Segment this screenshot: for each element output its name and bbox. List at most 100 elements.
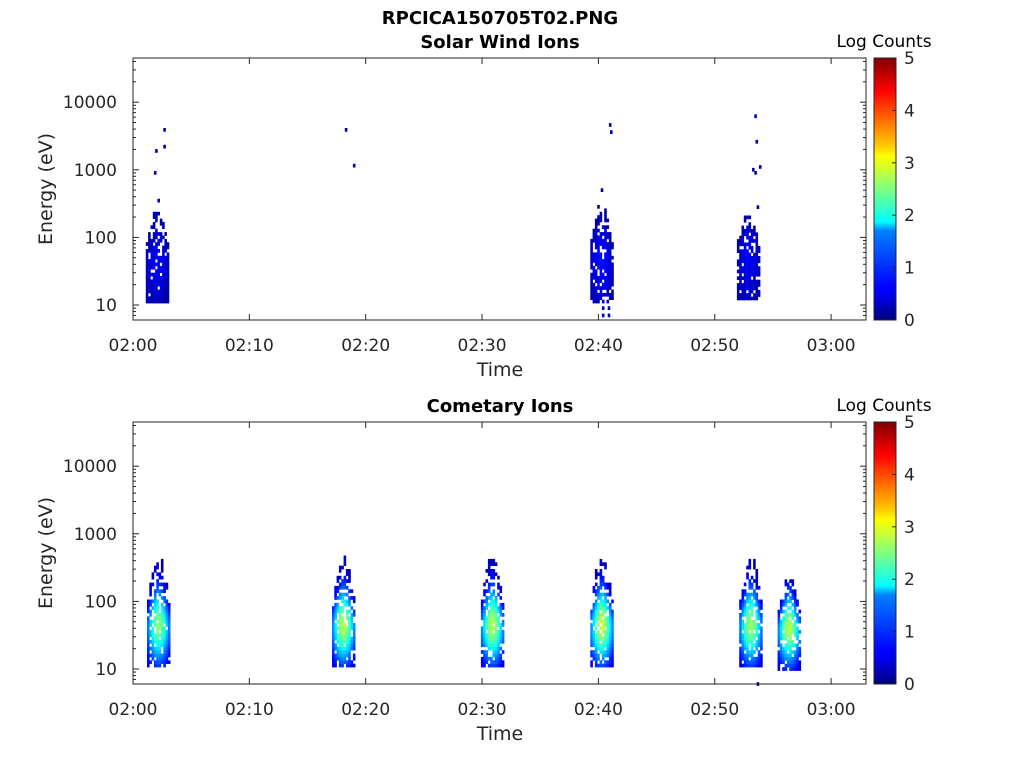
heatmap-cell (760, 619, 763, 624)
heatmap-cell (487, 629, 491, 634)
heatmap-cell (750, 606, 754, 610)
heatmap-cell (784, 602, 788, 607)
heatmap-cell (145, 289, 149, 294)
heatmap-cell (777, 650, 781, 654)
heatmap-cell (341, 565, 344, 570)
heatmap-cell (597, 589, 600, 593)
heatmap-cell (490, 623, 493, 627)
heatmap-cell (350, 643, 354, 648)
heatmap-cell (743, 283, 747, 287)
heatmap-cell (597, 292, 600, 297)
heatmap-cell (592, 272, 596, 277)
heatmap-cell (779, 653, 783, 658)
heatmap-cell (750, 266, 754, 270)
heatmap-cell (492, 633, 496, 637)
heatmap-cell (494, 650, 498, 654)
heatmap-cell (599, 272, 603, 277)
heatmap-cell (167, 629, 171, 634)
heatmap-cell (150, 279, 154, 284)
heatmap-cell (155, 292, 158, 297)
heatmap-cell (782, 602, 785, 607)
heatmap-cell (741, 626, 745, 631)
heatmap-cell (157, 292, 160, 297)
panel-title: Solar Wind Ions (420, 32, 579, 53)
heatmap-cell (499, 602, 503, 607)
heatmap-cell (750, 599, 754, 604)
heatmap-cell (608, 292, 612, 297)
heatmap-cell (336, 585, 340, 590)
heatmap-cell (599, 296, 603, 300)
heatmap-cell (485, 589, 489, 593)
heatmap-cell (755, 616, 759, 621)
heatmap-cell (599, 592, 603, 597)
heatmap-cell (599, 211, 603, 216)
heatmap-cell (743, 229, 747, 233)
heatmap-cell (590, 640, 593, 644)
heatmap-cell (750, 582, 754, 587)
heatmap-cell (739, 636, 742, 641)
heatmap-cell (338, 606, 342, 610)
heatmap-cell (748, 596, 752, 600)
heatmap-cell (590, 245, 593, 250)
heatmap-cell (150, 282, 154, 287)
heatmap-cell (793, 653, 797, 658)
heatmap-cell (483, 616, 486, 621)
heatmap-cell (782, 599, 785, 604)
heatmap-cell (157, 265, 160, 270)
heatmap-cell (608, 296, 612, 300)
heatmap-cell (487, 643, 491, 648)
heatmap-cell (480, 599, 484, 604)
heatmap-cell (145, 259, 149, 263)
heatmap-cell (611, 613, 614, 617)
heatmap-cell (166, 265, 170, 270)
heatmap-cell (165, 656, 169, 661)
heatmap-cell (157, 296, 160, 300)
heatmap-cell (757, 636, 761, 641)
heatmap-cell (777, 667, 781, 671)
heatmap-cell (606, 282, 610, 287)
heatmap-cell (348, 650, 351, 654)
heatmap-cell (485, 656, 489, 661)
heatmap-cell (494, 646, 498, 651)
heatmap-cell (739, 272, 742, 277)
heatmap-cell (741, 623, 745, 627)
heatmap-cell (739, 656, 742, 661)
heatmap-cell (483, 636, 486, 641)
heatmap-cell (487, 602, 491, 607)
heatmap-cell (345, 569, 349, 573)
heatmap-cell (606, 599, 610, 604)
heatmap-cell (739, 613, 742, 617)
heatmap-cell (352, 163, 356, 168)
heatmap-cell (164, 292, 167, 297)
heatmap-cell (592, 235, 596, 240)
heatmap-cell (350, 663, 354, 668)
heatmap-cell (592, 255, 596, 260)
heatmap-cell (611, 640, 614, 644)
heatmap-cell (148, 272, 151, 277)
heatmap-cell (739, 653, 742, 658)
heatmap-cell (739, 266, 742, 270)
heatmap-cell (148, 245, 151, 250)
heatmap-cell (150, 289, 154, 294)
heatmap-cell (741, 242, 745, 247)
heatmap-cell (334, 623, 337, 627)
heatmap-cell (796, 613, 799, 617)
heatmap-cell (746, 232, 749, 237)
heatmap-cell (753, 623, 756, 627)
heatmap-cell (494, 643, 498, 648)
heatmap-cell (501, 660, 505, 664)
heatmap-cell (606, 292, 610, 297)
heatmap-cell (332, 656, 335, 661)
heatmap-cell (157, 269, 160, 273)
heatmap-cell (492, 640, 496, 644)
heatmap-cell (753, 636, 756, 641)
colorbar (873, 57, 897, 321)
heatmap-cell (157, 238, 160, 243)
heatmap-cell (600, 188, 604, 192)
heatmap-cell (592, 636, 596, 641)
x-tick-label: 02:40 (574, 700, 623, 720)
heatmap-cell (748, 272, 752, 277)
heatmap-cell (492, 562, 496, 566)
heatmap-cell (608, 232, 612, 236)
